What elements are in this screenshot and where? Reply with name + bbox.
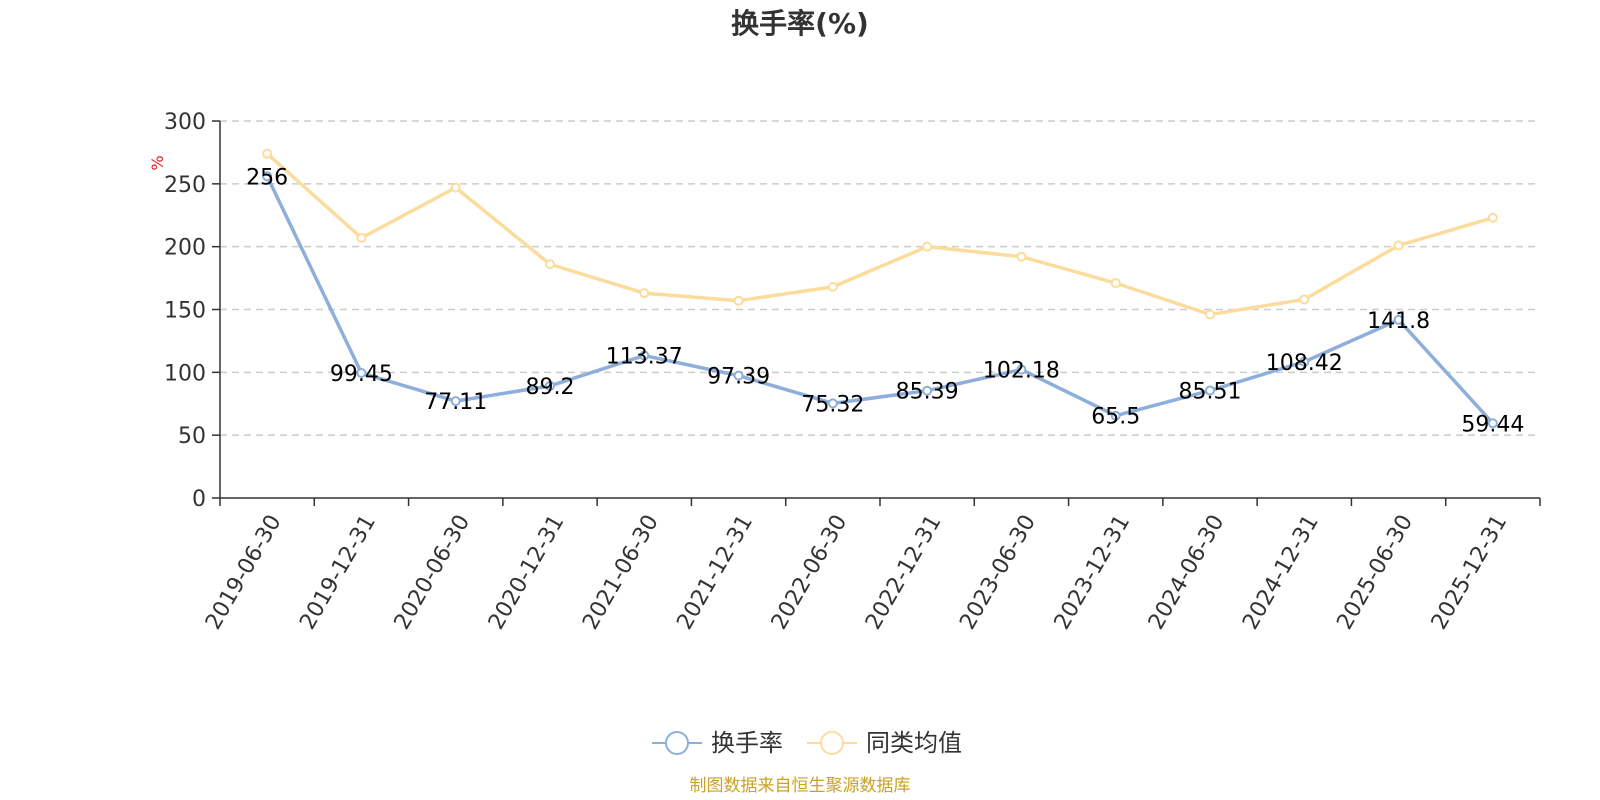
series-line-0 xyxy=(265,175,1495,425)
x-tick-label: 2025-06-30 xyxy=(1332,511,1418,634)
x-tick-label: 2022-06-30 xyxy=(767,511,853,634)
data-point[interactable] xyxy=(262,148,273,159)
x-tick-label: 2025-12-31 xyxy=(1427,511,1513,634)
data-point[interactable] xyxy=(1016,251,1027,262)
x-axis-ticks: 2019-06-30 2019-12-31 2020-06-30 2020-12-31… xyxy=(201,498,1541,634)
data-label: 85.51 xyxy=(1179,380,1242,405)
data-point[interactable] xyxy=(733,370,744,381)
y-tick-label: 50 xyxy=(178,424,206,449)
data-labels: 256 99.45 77.11 89.2 113.37 97.39 75.32 85.39 10… xyxy=(246,165,1524,437)
y-tick-label: 300 xyxy=(164,110,206,135)
data-point[interactable] xyxy=(1016,364,1027,375)
data-point[interactable] xyxy=(545,380,555,391)
data-point[interactable] xyxy=(922,241,933,252)
data-point[interactable] xyxy=(1299,356,1310,367)
data-label: 75.32 xyxy=(801,392,864,417)
y-tick-label: 250 xyxy=(164,173,206,198)
data-label: 102.18 xyxy=(983,359,1060,384)
data-point[interactable] xyxy=(545,259,555,270)
x-tick-label: 2024-12-31 xyxy=(1238,511,1324,634)
legend-label: 换手率 xyxy=(711,729,783,757)
data-point[interactable] xyxy=(639,350,650,361)
y-axis-ticks: 0 50 100 150 200 250 300 xyxy=(164,110,220,512)
data-label: 89.2 xyxy=(526,375,575,400)
y-tick-label: 150 xyxy=(164,299,206,324)
data-point[interactable] xyxy=(1393,240,1404,251)
data-point[interactable] xyxy=(1299,294,1310,305)
data-point[interactable] xyxy=(827,281,838,292)
data-label: 77.11 xyxy=(424,390,487,415)
x-tick-label: 2019-12-31 xyxy=(295,511,381,634)
data-point[interactable] xyxy=(639,288,650,299)
data-point[interactable] xyxy=(1393,314,1404,325)
gridlines xyxy=(220,120,1540,436)
x-tick-label: 2019-06-30 xyxy=(201,511,287,634)
x-tick-label: 2021-12-31 xyxy=(672,511,758,634)
data-point[interactable] xyxy=(733,295,744,306)
data-point[interactable] xyxy=(356,232,367,243)
legend-marker xyxy=(820,731,844,755)
x-tick-label: 2022-12-31 xyxy=(861,511,947,634)
legend-label: 同类均值 xyxy=(866,729,962,757)
legend-item-1[interactable]: 同类均值 xyxy=(807,729,962,757)
data-point[interactable] xyxy=(262,171,273,182)
data-label: 97.39 xyxy=(707,365,770,390)
source-note: 制图数据来自恒生聚源数据库 xyxy=(690,776,911,796)
data-point[interactable] xyxy=(1110,278,1121,289)
y-tick-label: 0 xyxy=(192,487,206,512)
data-point[interactable] xyxy=(1110,410,1121,421)
legend-item-0[interactable]: 换手率 xyxy=(652,729,783,757)
x-tick-label: 2023-12-31 xyxy=(1050,511,1136,634)
data-label: 65.5 xyxy=(1091,405,1140,430)
data-point[interactable] xyxy=(450,182,461,193)
x-tick-label: 2021-06-30 xyxy=(578,511,664,634)
y-axis-unit: % xyxy=(148,155,167,170)
data-label: 108.42 xyxy=(1266,351,1343,376)
series-lines xyxy=(262,148,1498,429)
x-tick-label: 2023-06-30 xyxy=(955,511,1041,634)
data-point[interactable] xyxy=(922,385,933,396)
data-label: 59.44 xyxy=(1461,412,1524,437)
chart-title: 换手率(%) xyxy=(731,7,869,40)
data-point[interactable] xyxy=(827,398,838,409)
data-point[interactable] xyxy=(1205,385,1215,396)
data-label: 256 xyxy=(246,165,288,190)
data-point[interactable] xyxy=(1487,212,1498,223)
y-tick-label: 200 xyxy=(164,236,206,261)
data-point[interactable] xyxy=(356,368,367,379)
series-line-1 xyxy=(265,152,1494,317)
data-label: 85.39 xyxy=(896,380,959,405)
data-point[interactable] xyxy=(1487,418,1498,429)
data-label: 99.45 xyxy=(330,362,393,387)
data-point[interactable] xyxy=(1205,309,1215,320)
legend-marker xyxy=(665,731,689,755)
legend[interactable]: 换手率 同类均值 xyxy=(652,729,962,757)
x-tick-label: 2020-06-30 xyxy=(390,511,476,634)
data-point[interactable] xyxy=(450,396,461,407)
data-label: 141.8 xyxy=(1367,309,1430,334)
y-tick-label: 100 xyxy=(164,361,206,386)
x-tick-label: 2024-06-30 xyxy=(1144,511,1230,634)
data-label: 113.37 xyxy=(606,345,683,370)
x-tick-label: 2020-12-31 xyxy=(484,511,570,634)
